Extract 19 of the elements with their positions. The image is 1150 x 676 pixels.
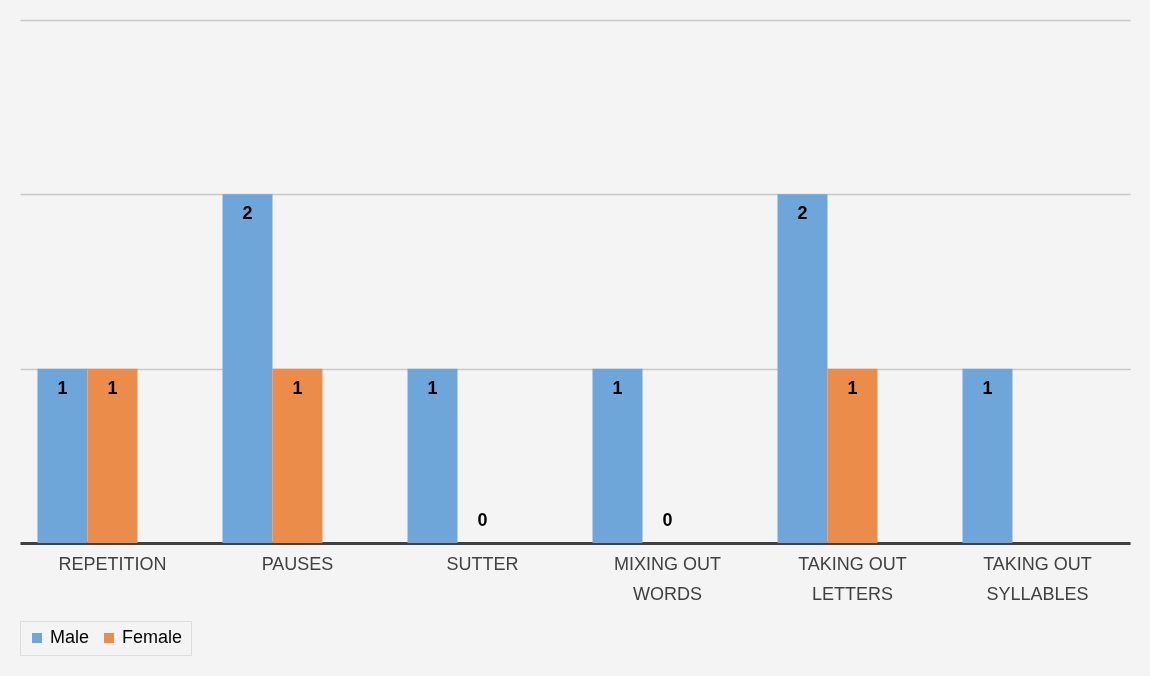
data-label: 1	[427, 377, 438, 398]
x-tick-label: MIXING OUT WORDS	[614, 553, 721, 604]
x-tick-label: SUTTER	[446, 553, 519, 574]
legend-label: Male	[50, 627, 90, 647]
x-tick-label: PAUSES	[261, 553, 334, 574]
data-label: 1	[107, 377, 118, 398]
data-label: 1	[847, 377, 858, 398]
data-label: 0	[477, 510, 488, 530]
data-label: 1	[292, 377, 303, 398]
data-label: 2	[797, 203, 808, 224]
data-label: 1	[612, 377, 623, 398]
data-label: 0	[662, 510, 673, 530]
x-tick-label: TAKING OUT LETTERS	[798, 553, 907, 604]
data-label: 1	[982, 377, 993, 398]
x-tick-label: REPETITION	[58, 553, 167, 574]
data-label: 2	[242, 203, 253, 224]
x-tick-label: TAKING OUT SYLLABLES	[983, 553, 1092, 604]
legend-label: Female	[122, 627, 183, 647]
data-label: 1	[57, 377, 68, 398]
